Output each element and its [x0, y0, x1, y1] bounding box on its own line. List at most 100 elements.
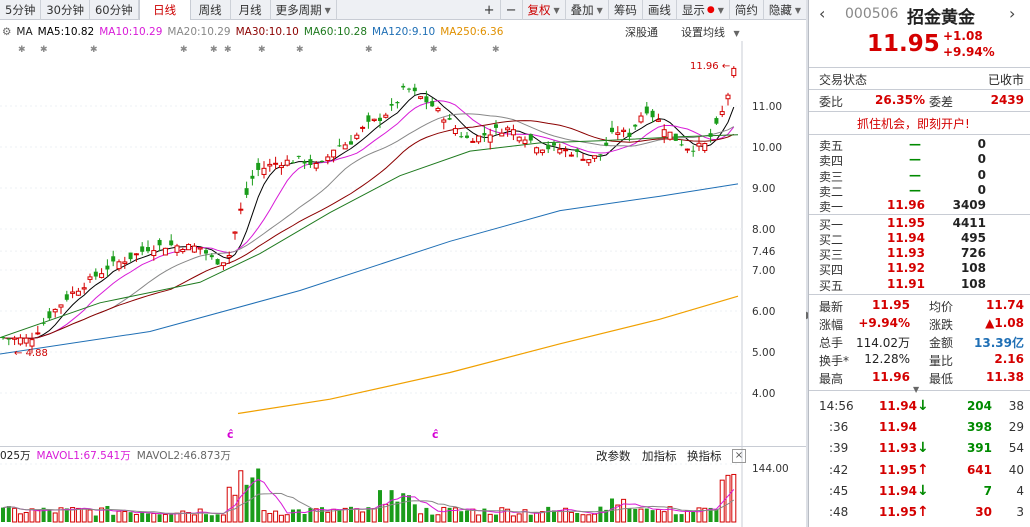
weicha-label: 委差	[929, 95, 954, 109]
tick-time: :48	[829, 505, 849, 519]
volume-bar-up	[667, 506, 673, 523]
period-weekly-label: 周线	[198, 3, 222, 17]
panel-splitter[interactable]	[806, 0, 808, 527]
price-tick-label: 5.00	[752, 347, 775, 359]
volume-bar-up	[17, 513, 23, 523]
hide-dropdown[interactable]: 隐藏 ▼	[764, 0, 806, 20]
fuquan-dropdown[interactable]: 复权 ▼	[523, 0, 566, 20]
weibi-label: 委比	[819, 95, 844, 109]
price-tick-label: 8.00	[752, 224, 775, 236]
order-level-label: 买五	[819, 278, 844, 293]
candle-body-down	[378, 117, 382, 122]
volume-bar-down	[128, 512, 133, 522]
zoom-in-button[interactable]: +	[479, 0, 501, 20]
volume-bar-up	[220, 514, 226, 523]
volume-bar-up	[499, 507, 505, 523]
forward-arrow-icon[interactable]: ›	[1009, 4, 1016, 23]
candle-body-up	[133, 253, 139, 256]
volume-bar-up	[470, 508, 476, 523]
period-daily[interactable]: 日线	[138, 0, 191, 20]
close-indicator-button[interactable]: ×	[732, 448, 746, 463]
candle-body-down	[447, 118, 452, 120]
trade-status-value: 已收市	[987, 73, 1024, 87]
candle-body-up	[452, 128, 458, 135]
back-arrow-icon[interactable]: ‹	[819, 4, 826, 23]
candle-body-up	[592, 155, 598, 159]
candle-body-down	[465, 135, 469, 138]
more-periods-dropdown[interactable]: 更多周期 ▼	[271, 0, 337, 20]
period-60min[interactable]: 60分钟	[90, 0, 139, 20]
draw-line-button[interactable]: 画线	[643, 0, 677, 20]
period-30min[interactable]: 30分钟	[41, 0, 90, 20]
candle-body-up	[174, 245, 180, 253]
volume-bar-down	[708, 507, 713, 522]
quote-label: 换手*	[819, 354, 850, 368]
volume-bar-up	[35, 509, 41, 523]
switch-indicator-button[interactable]: 换指标	[687, 448, 722, 463]
volume-bar-up	[197, 508, 203, 523]
add-indicator-button[interactable]: 加指标	[642, 448, 677, 463]
candle-body-up	[586, 159, 592, 164]
order-level-label: 卖三	[819, 169, 844, 184]
candle-body-up	[52, 308, 58, 313]
last-price: 11.95	[867, 31, 940, 57]
event-marker-icon[interactable]: ĉ	[432, 428, 439, 441]
volume-bar-down	[105, 505, 110, 522]
period-weekly[interactable]: 周线	[191, 0, 231, 20]
volume-bar-down	[465, 510, 469, 522]
volume-bar-up	[133, 513, 139, 523]
ma-settings-dropdown[interactable]: 设置均线 ▼	[681, 24, 745, 40]
candle-body-down	[349, 141, 353, 145]
volume-bar-down	[215, 514, 220, 522]
candle-body-up	[667, 131, 673, 140]
candle-body-up	[418, 96, 424, 99]
period-5min-label: 5分钟	[5, 3, 36, 17]
arrow-up-icon: ↑	[917, 461, 929, 478]
candle-body-up	[226, 254, 232, 258]
volume-bar-up	[12, 507, 18, 523]
event-star-icon: ✱	[258, 45, 266, 55]
simple-mode-button[interactable]: 简约	[730, 0, 764, 20]
candle-body-down	[673, 133, 678, 141]
chips-button[interactable]: 筹码	[609, 0, 643, 20]
price-tick-label: 4.00	[752, 388, 775, 400]
settings-gear-icon[interactable]: ⚙	[2, 26, 12, 38]
event-star-icon: ✱	[40, 45, 48, 55]
change-params-button[interactable]: 改参数	[596, 448, 631, 463]
price-change-pct: +9.94%	[943, 45, 995, 59]
order-level-price: —	[909, 152, 921, 167]
volume-bar-down	[459, 511, 464, 522]
quote-label: 量比	[929, 354, 954, 368]
order-level-label: 买四	[819, 263, 844, 278]
event-marker-icon[interactable]: ĉ	[227, 428, 234, 441]
open-account-promo-link[interactable]: 抓住机会，即刻开户!	[857, 117, 970, 131]
volume-bar-up	[52, 512, 58, 523]
ma30-value: MA30:10.10	[235, 26, 299, 38]
candle-body-up	[232, 231, 238, 234]
ma10-value: MA10:10.29	[99, 26, 163, 38]
period-5min[interactable]: 5分钟	[0, 0, 42, 20]
quote-value: 11.74	[986, 298, 1024, 312]
overlay-dropdown[interactable]: 叠加 ▼	[566, 0, 609, 20]
candle-body-up	[261, 167, 267, 175]
display-dropdown[interactable]: 显示 ● ▼	[677, 0, 730, 20]
volume-bar-down	[633, 508, 638, 522]
candle-body-up	[87, 276, 93, 280]
tick-volume: 7	[983, 483, 992, 498]
period-monthly[interactable]: 月线	[231, 0, 271, 20]
candle-body-down	[610, 127, 614, 133]
kline-chart[interactable]: ✱ ✱ ✱ ✱ ✱ ✱ ✱ ✱ ✱ ✱ ✱ 11.00 10.00 9.00 8.00 7.46 7.00 6.…	[0, 0, 806, 527]
expand-ticks-icon[interactable]: ▼	[913, 385, 920, 394]
candle-body-down	[6, 338, 11, 340]
order-level-volume: 495	[960, 230, 986, 245]
candle-body-up	[499, 132, 505, 137]
order-level-price: 11.96	[887, 198, 925, 213]
zoom-out-button[interactable]: −	[501, 0, 523, 20]
deep-connect-label[interactable]: 深股通	[625, 26, 658, 39]
period-daily-label: 日线	[153, 3, 177, 17]
price-tick-label: 7.00	[752, 265, 775, 277]
ma5-value: MA5:10.82	[37, 26, 95, 38]
tick-price: 11.95	[879, 505, 917, 519]
tick-volume: 641	[966, 462, 992, 477]
volume-bar-up	[731, 473, 737, 523]
